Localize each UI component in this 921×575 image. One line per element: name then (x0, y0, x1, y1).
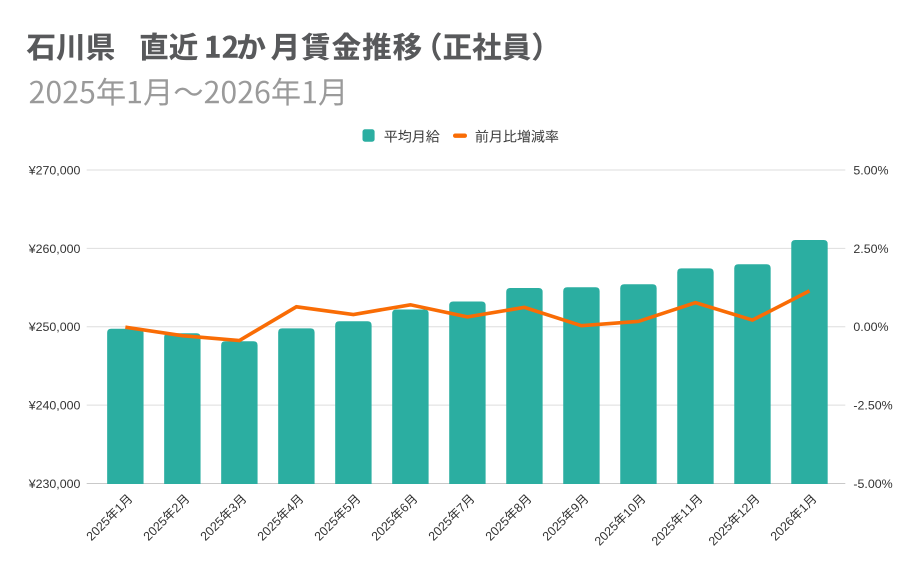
svg-text:0.00%: 0.00% (853, 320, 888, 334)
svg-text:¥230,000: ¥230,000 (28, 477, 81, 491)
svg-text:-2.50%: -2.50% (853, 399, 892, 413)
svg-text:5.00%: 5.00% (853, 163, 888, 177)
svg-text:¥240,000: ¥240,000 (28, 399, 81, 413)
svg-text:¥260,000: ¥260,000 (28, 242, 81, 256)
svg-text:¥270,000: ¥270,000 (28, 163, 81, 177)
svg-text:2.50%: 2.50% (853, 242, 888, 256)
svg-text:-5.00%: -5.00% (853, 477, 892, 491)
svg-text:¥250,000: ¥250,000 (28, 320, 81, 334)
